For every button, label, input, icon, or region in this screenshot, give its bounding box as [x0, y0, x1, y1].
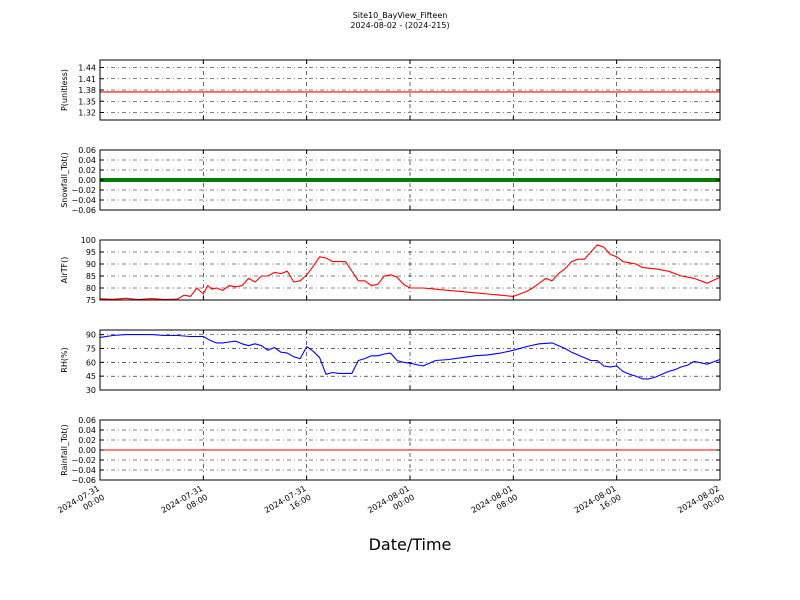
x-tick-label: 2024-08-0200:00	[676, 484, 726, 524]
panel-3-ylabel: AirTF()	[60, 257, 69, 284]
x-axis-label: Date/Time	[369, 535, 452, 554]
x-tick-label: 2024-08-0100:00	[366, 484, 416, 524]
panel-2-ytick-label: −0.06	[71, 206, 96, 215]
x-tick-label: 2024-08-0116:00	[573, 484, 623, 524]
panel-2-ytick-label: 0.06	[78, 146, 96, 155]
panel-2-ytick-label: −0.02	[71, 186, 96, 195]
panel-4-ytick-label: 90	[86, 331, 96, 340]
x-tick-label: 2024-07-3108:00	[160, 484, 210, 524]
panel-3-ytick-label: 95	[86, 248, 96, 257]
panel-3-ytick-label: 90	[86, 260, 96, 269]
panel-3-ytick-label: 85	[86, 272, 96, 281]
panel-1-ytick-label: 1.35	[78, 97, 96, 106]
panel-5-ylabel: Rainfall_Tot()	[60, 424, 69, 476]
panel-1-ytick-label: 1.44	[78, 64, 96, 73]
panel-4-series-line	[99, 334, 721, 380]
panel-4-ytick-label: 30	[86, 386, 96, 395]
panel-5-ytick-label: 0.04	[78, 426, 96, 435]
panel-1-ytick-label: 1.38	[78, 86, 96, 95]
panel-5-ytick-label: 0.06	[78, 416, 96, 425]
panel-4-ytick-label: 75	[86, 344, 96, 353]
panel-2-ylabel: Snowfall_Tot()	[60, 152, 69, 208]
x-tick-label: 2024-08-0108:00	[470, 484, 520, 524]
panel-2-ytick-label: 0.02	[78, 166, 96, 175]
panel-4-ytick-label: 60	[86, 358, 96, 367]
panel-5-ytick-label: −0.02	[71, 456, 96, 465]
panel-1-ytick-label: 1.41	[78, 75, 96, 84]
panel-2-ytick-label: 0.00	[78, 176, 96, 185]
panel-3-ytick-label: 75	[86, 296, 96, 305]
panel-3-series-line	[99, 244, 721, 301]
x-tick-label: 2024-07-3116:00	[263, 484, 313, 524]
panel-2-ytick-label: −0.04	[71, 196, 96, 205]
chart-title-line2: 2024-08-02 - (2024-215)	[350, 21, 450, 30]
panel-1-ylabel: P(unitless)	[60, 69, 69, 111]
panel-5-ytick-label: −0.06	[71, 476, 96, 485]
panel-4-ytick-label: 45	[86, 372, 96, 381]
chart-title-line1: Site10_BayView_Fifteen	[352, 11, 448, 20]
panel-4-ylabel: RH(%)	[60, 347, 69, 372]
panel-5-ytick-label: −0.04	[71, 466, 96, 475]
panel-5-ytick-label: 0.00	[78, 446, 96, 455]
panel-3-ytick-label: 100	[81, 236, 96, 245]
chart-title: Site10_BayView_Fifteen 2024-08-02 - (202…	[0, 11, 800, 31]
panel-2-ytick-label: 0.04	[78, 156, 96, 165]
panel-1-ytick-label: 1.32	[78, 109, 96, 118]
panel-3-ytick-label: 80	[86, 284, 96, 293]
panel-5-ytick-label: 0.02	[78, 436, 96, 445]
x-tick-label: 2024-07-3100:00	[56, 484, 106, 524]
